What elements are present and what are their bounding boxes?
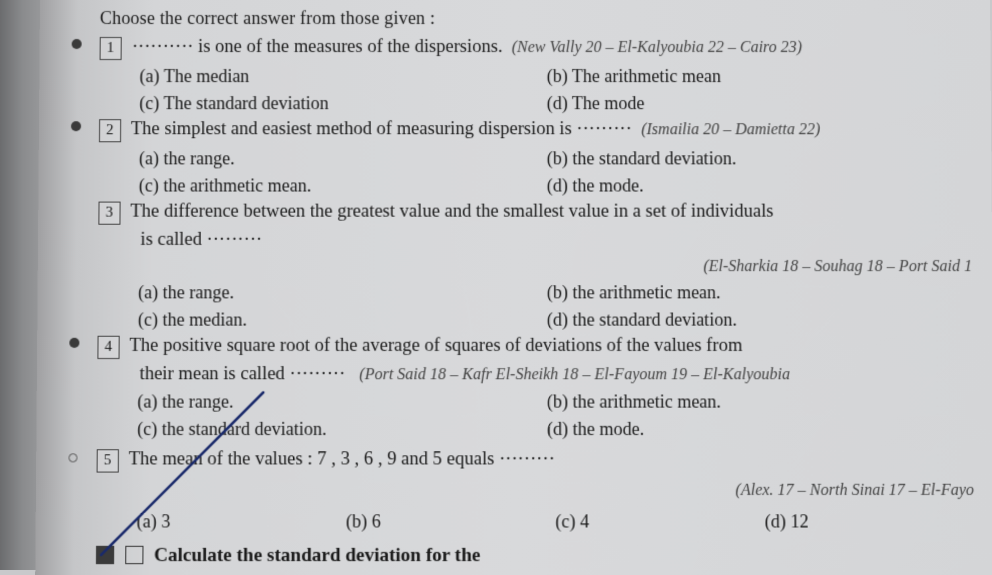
bullet-icon <box>69 338 79 348</box>
footer-text: Calculate the standard deviation for the <box>154 545 480 566</box>
question-source: (Ismailia 20 – Damietta 22) <box>641 121 820 138</box>
question-stem: The positive square root of the average … <box>129 336 742 356</box>
question-source: (Alex. 17 – North Sinai 17 – El-Fayo <box>735 482 974 499</box>
question-number: 1 <box>100 37 122 60</box>
question-2: 2 The simplest and easiest method of mea… <box>99 117 972 199</box>
option-b: (b) The arithmetic mean <box>547 63 946 90</box>
book-icon <box>125 546 143 564</box>
option-d: (d) the mode. <box>547 416 948 443</box>
question-source: (El-Sharkia 18 – Souhag 18 – Port Said 1 <box>703 258 972 275</box>
option-a: (a) the range. <box>138 280 547 307</box>
bullet-icon <box>72 39 82 49</box>
bullet-open-icon <box>68 454 77 463</box>
question-number: 3 <box>98 201 120 224</box>
question-stem-cont: is called ········· <box>140 229 262 249</box>
option-c: (c) 4 <box>555 508 764 535</box>
question-3: 3 The difference between the greatest va… <box>98 199 973 334</box>
next-section-header: Calculate the standard deviation for the <box>96 545 480 567</box>
question-stem: The difference between the greatest valu… <box>130 201 773 221</box>
option-c: (c) the arithmetic mean. <box>139 172 547 199</box>
option-a: (a) The median <box>139 63 546 90</box>
option-a: (a) the range. <box>137 389 547 416</box>
option-d: (d) the mode. <box>547 172 947 199</box>
option-a: (a) the range. <box>139 145 547 172</box>
question-number: 2 <box>99 119 121 142</box>
question-stem-cont: their mean is called ········· <box>139 364 345 384</box>
question-5: 5 The mean of the values : 7 , 3 , 6 , 9… <box>96 447 974 535</box>
option-c: (c) The standard deviation <box>139 90 547 117</box>
option-c: (c) the median. <box>138 307 547 334</box>
question-stem: The mean of the values : 7 , 3 , 6 , 9 a… <box>129 449 555 469</box>
question-source: (Port Said 18 – Kafr El-Sheikh 18 – El-F… <box>359 366 790 383</box>
option-a: (a) 3 <box>136 508 346 535</box>
bullet-icon <box>71 121 81 131</box>
option-d: (d) 12 <box>765 508 975 535</box>
option-d: (d) The mode <box>547 90 946 117</box>
section-header: Choose the correct answer from those giv… <box>100 8 970 29</box>
option-b: (b) the arithmetic mean. <box>547 280 948 307</box>
question-number: 5 <box>97 449 119 472</box>
option-d: (d) the standard deviation. <box>547 307 948 334</box>
question-1: 1 ·········· is one of the measures of t… <box>99 35 971 117</box>
option-b: (b) the arithmetic mean. <box>547 389 948 416</box>
option-b: (b) 6 <box>346 508 555 535</box>
header-text: Choose the correct answer from those giv… <box>100 8 435 28</box>
option-b: (b) the standard deviation. <box>547 145 947 172</box>
option-c: (c) the standard deviation. <box>137 416 547 443</box>
question-stem: The simplest and easiest method of measu… <box>131 119 632 139</box>
question-source: (New Vally 20 – El-Kalyoubia 22 – Cairo … <box>512 39 802 56</box>
question-stem: ·········· is one of the measures of the… <box>132 37 503 57</box>
textbook-page: Choose the correct answer from those giv… <box>35 0 992 575</box>
question-number: 4 <box>97 336 119 359</box>
question-4: 4 The positive square root of the averag… <box>97 334 974 443</box>
section-square-icon <box>96 546 114 564</box>
